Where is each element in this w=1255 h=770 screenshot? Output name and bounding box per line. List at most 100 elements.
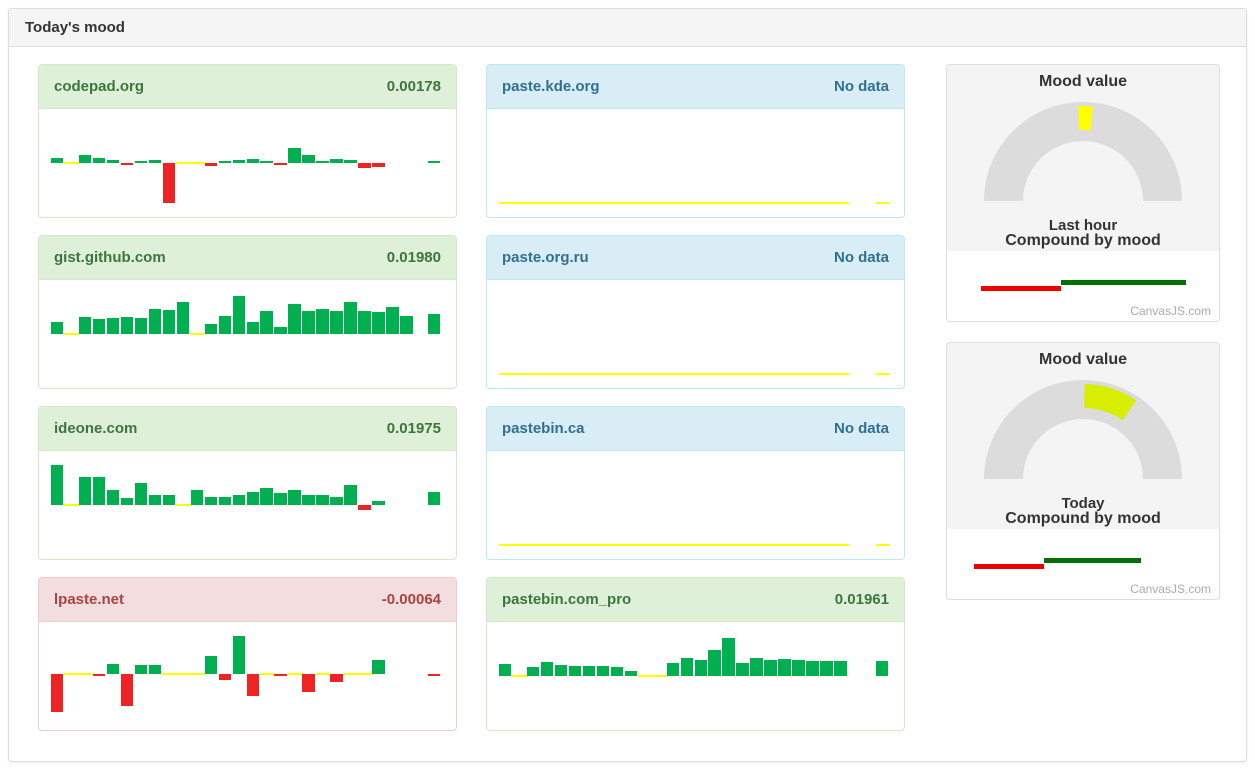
spark-bar	[218, 674, 232, 680]
spark-bar	[232, 495, 245, 505]
spark-bar	[106, 160, 120, 163]
zero-line-segment	[680, 373, 695, 375]
zero-line-segment	[512, 202, 528, 204]
spark-bar	[302, 674, 315, 692]
spark-chart	[51, 451, 442, 558]
zero-line-segment	[568, 544, 584, 546]
zero-line-segment	[526, 202, 542, 204]
site-title: pastebin.com_pro	[502, 591, 632, 608]
site-title: gist.github.com	[54, 249, 166, 266]
zero-line-segment	[680, 544, 695, 546]
gauge-arc	[984, 380, 1182, 479]
zero-line-segment	[652, 202, 668, 204]
zero-line-segment	[735, 373, 751, 375]
spark-bar	[274, 163, 287, 165]
gauge-ring	[984, 102, 1182, 201]
zero-line-segment	[162, 673, 178, 675]
zero-line-segment	[833, 544, 849, 546]
spark-bar	[330, 674, 343, 682]
gauge-background	[947, 65, 1219, 251]
site-value: No data	[833, 249, 889, 266]
zero-line-segment	[64, 504, 80, 506]
spark-bar	[51, 674, 64, 712]
site-title: codepad.org	[54, 78, 145, 95]
zero-line-segment	[749, 373, 765, 375]
spark-bar	[218, 497, 232, 505]
todays-mood-panel: Today's mood codepad.org 0.00178 gist.gith…	[8, 8, 1247, 762]
zero-line-segment	[805, 202, 821, 204]
spark-bar	[288, 304, 301, 334]
spark-bar	[358, 505, 371, 510]
site-panel-codepad.org: codepad.org 0.00178	[38, 64, 457, 218]
zero-line-segment	[190, 673, 206, 675]
spark-bar	[148, 665, 162, 674]
zero-line-segment	[540, 202, 556, 204]
zero-line-segment	[176, 162, 192, 164]
zero-line-segment	[498, 202, 514, 204]
site-chart-area	[487, 109, 904, 216]
zero-line-segment	[610, 544, 626, 546]
spark-bar	[876, 661, 889, 676]
zero-line-segment	[554, 202, 570, 204]
zero-line-segment	[610, 373, 626, 375]
zero-line-segment	[176, 673, 192, 675]
zero-line-segment	[707, 373, 723, 375]
spark-bar	[120, 498, 134, 505]
site-heading: pastebin.com_pro 0.01961	[487, 578, 904, 622]
spark-chart	[498, 280, 891, 387]
spark-bar	[134, 161, 148, 163]
spark-bar	[330, 311, 343, 334]
spark-bar	[428, 161, 441, 163]
spark-bar	[666, 663, 680, 676]
zero-line-segment	[287, 673, 303, 675]
gauge-panel-today: Mood value Today Compound by mood CanvasJS.…	[946, 342, 1220, 600]
spark-bar	[260, 311, 273, 334]
spark-bar	[148, 309, 162, 334]
spark-chart	[51, 622, 442, 729]
zero-line-segment	[833, 202, 849, 204]
gauge-period-label: Last hour	[1048, 217, 1118, 234]
zero-line-segment	[624, 544, 640, 546]
compound-bar-positive	[1061, 280, 1186, 285]
zero-line-segment	[721, 202, 737, 204]
zero-line-segment	[777, 544, 793, 546]
spark-bar	[624, 671, 638, 676]
spark-bar	[316, 495, 329, 505]
zero-line-segment	[610, 202, 626, 204]
spark-bar	[358, 311, 371, 334]
zero-line-segment	[64, 333, 80, 335]
spark-bar	[316, 161, 329, 163]
site-heading: lpaste.net -0.00064	[39, 578, 456, 622]
spark-bar	[162, 495, 176, 505]
spark-bar	[834, 661, 847, 676]
zero-line-segment	[763, 202, 779, 204]
zero-line-segment	[875, 373, 891, 375]
site-panel-ideone.com: ideone.com 0.01975	[38, 406, 457, 560]
site-chart-area	[487, 451, 904, 558]
spark-bar	[204, 497, 218, 505]
spark-chart	[498, 451, 891, 558]
site-value: 0.01961	[834, 591, 889, 608]
spark-bar	[386, 307, 399, 334]
zero-line-segment	[78, 673, 94, 675]
zero-line-segment	[777, 373, 793, 375]
spark-bar	[120, 317, 134, 334]
spark-bar	[176, 302, 190, 334]
site-panel-pastebin.com_pro: pastebin.com_pro 0.01961	[486, 577, 905, 731]
zero-line-segment	[343, 673, 359, 675]
spark-bar	[274, 327, 287, 334]
spark-bar	[162, 163, 176, 203]
spark-bar	[92, 674, 106, 676]
spark-bar	[162, 310, 176, 334]
spark-bar	[204, 324, 218, 334]
site-panel-gist.github.com: gist.github.com 0.01980	[38, 235, 457, 389]
spark-bar	[274, 493, 287, 505]
zero-line-segment	[791, 373, 807, 375]
zero-line-segment	[694, 544, 709, 546]
spark-bar	[330, 497, 343, 505]
site-value: 0.01980	[386, 249, 441, 266]
spark-bar	[106, 664, 120, 674]
zero-line-segment	[554, 544, 570, 546]
canvasjs-watermark: CanvasJS.com	[1130, 582, 1211, 596]
